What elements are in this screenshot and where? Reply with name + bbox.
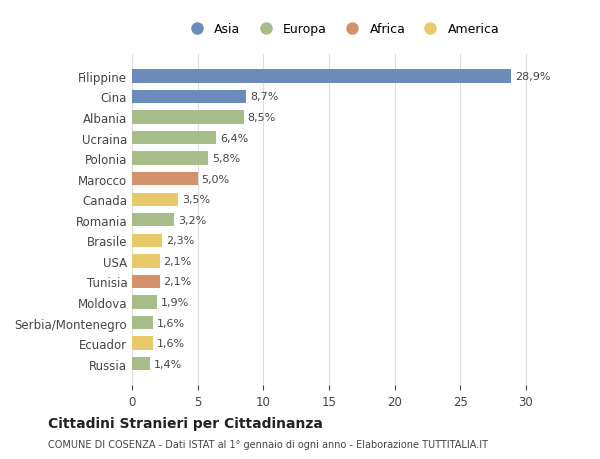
- Bar: [132, 234, 162, 247]
- Bar: [132, 255, 160, 268]
- Text: 5,8%: 5,8%: [212, 154, 241, 164]
- Text: 3,5%: 3,5%: [182, 195, 210, 205]
- Text: COMUNE DI COSENZA - Dati ISTAT al 1° gennaio di ogni anno - Elaborazione TUTTITA: COMUNE DI COSENZA - Dati ISTAT al 1° gen…: [48, 440, 488, 449]
- Bar: [132, 296, 157, 309]
- Text: 1,9%: 1,9%: [161, 297, 189, 308]
- Text: 28,9%: 28,9%: [515, 72, 551, 82]
- Bar: [132, 132, 216, 145]
- Text: 2,3%: 2,3%: [166, 236, 194, 246]
- Bar: [132, 275, 160, 289]
- Bar: [132, 111, 244, 124]
- Legend: Asia, Europa, Africa, America: Asia, Europa, Africa, America: [179, 18, 505, 41]
- Bar: [132, 90, 246, 104]
- Text: 5,0%: 5,0%: [202, 174, 230, 185]
- Bar: [132, 70, 511, 84]
- Text: Cittadini Stranieri per Cittadinanza: Cittadini Stranieri per Cittadinanza: [48, 416, 323, 430]
- Text: 2,1%: 2,1%: [163, 277, 192, 287]
- Text: 1,6%: 1,6%: [157, 338, 185, 348]
- Bar: [132, 173, 197, 186]
- Bar: [132, 337, 153, 350]
- Text: 3,2%: 3,2%: [178, 215, 206, 225]
- Text: 8,5%: 8,5%: [248, 113, 276, 123]
- Text: 2,1%: 2,1%: [163, 256, 192, 266]
- Text: 1,6%: 1,6%: [157, 318, 185, 328]
- Text: 6,4%: 6,4%: [220, 133, 248, 143]
- Bar: [132, 357, 151, 370]
- Bar: [132, 316, 153, 330]
- Bar: [132, 193, 178, 207]
- Text: 8,7%: 8,7%: [250, 92, 278, 102]
- Bar: [132, 152, 208, 165]
- Bar: [132, 213, 174, 227]
- Text: 1,4%: 1,4%: [154, 359, 182, 369]
